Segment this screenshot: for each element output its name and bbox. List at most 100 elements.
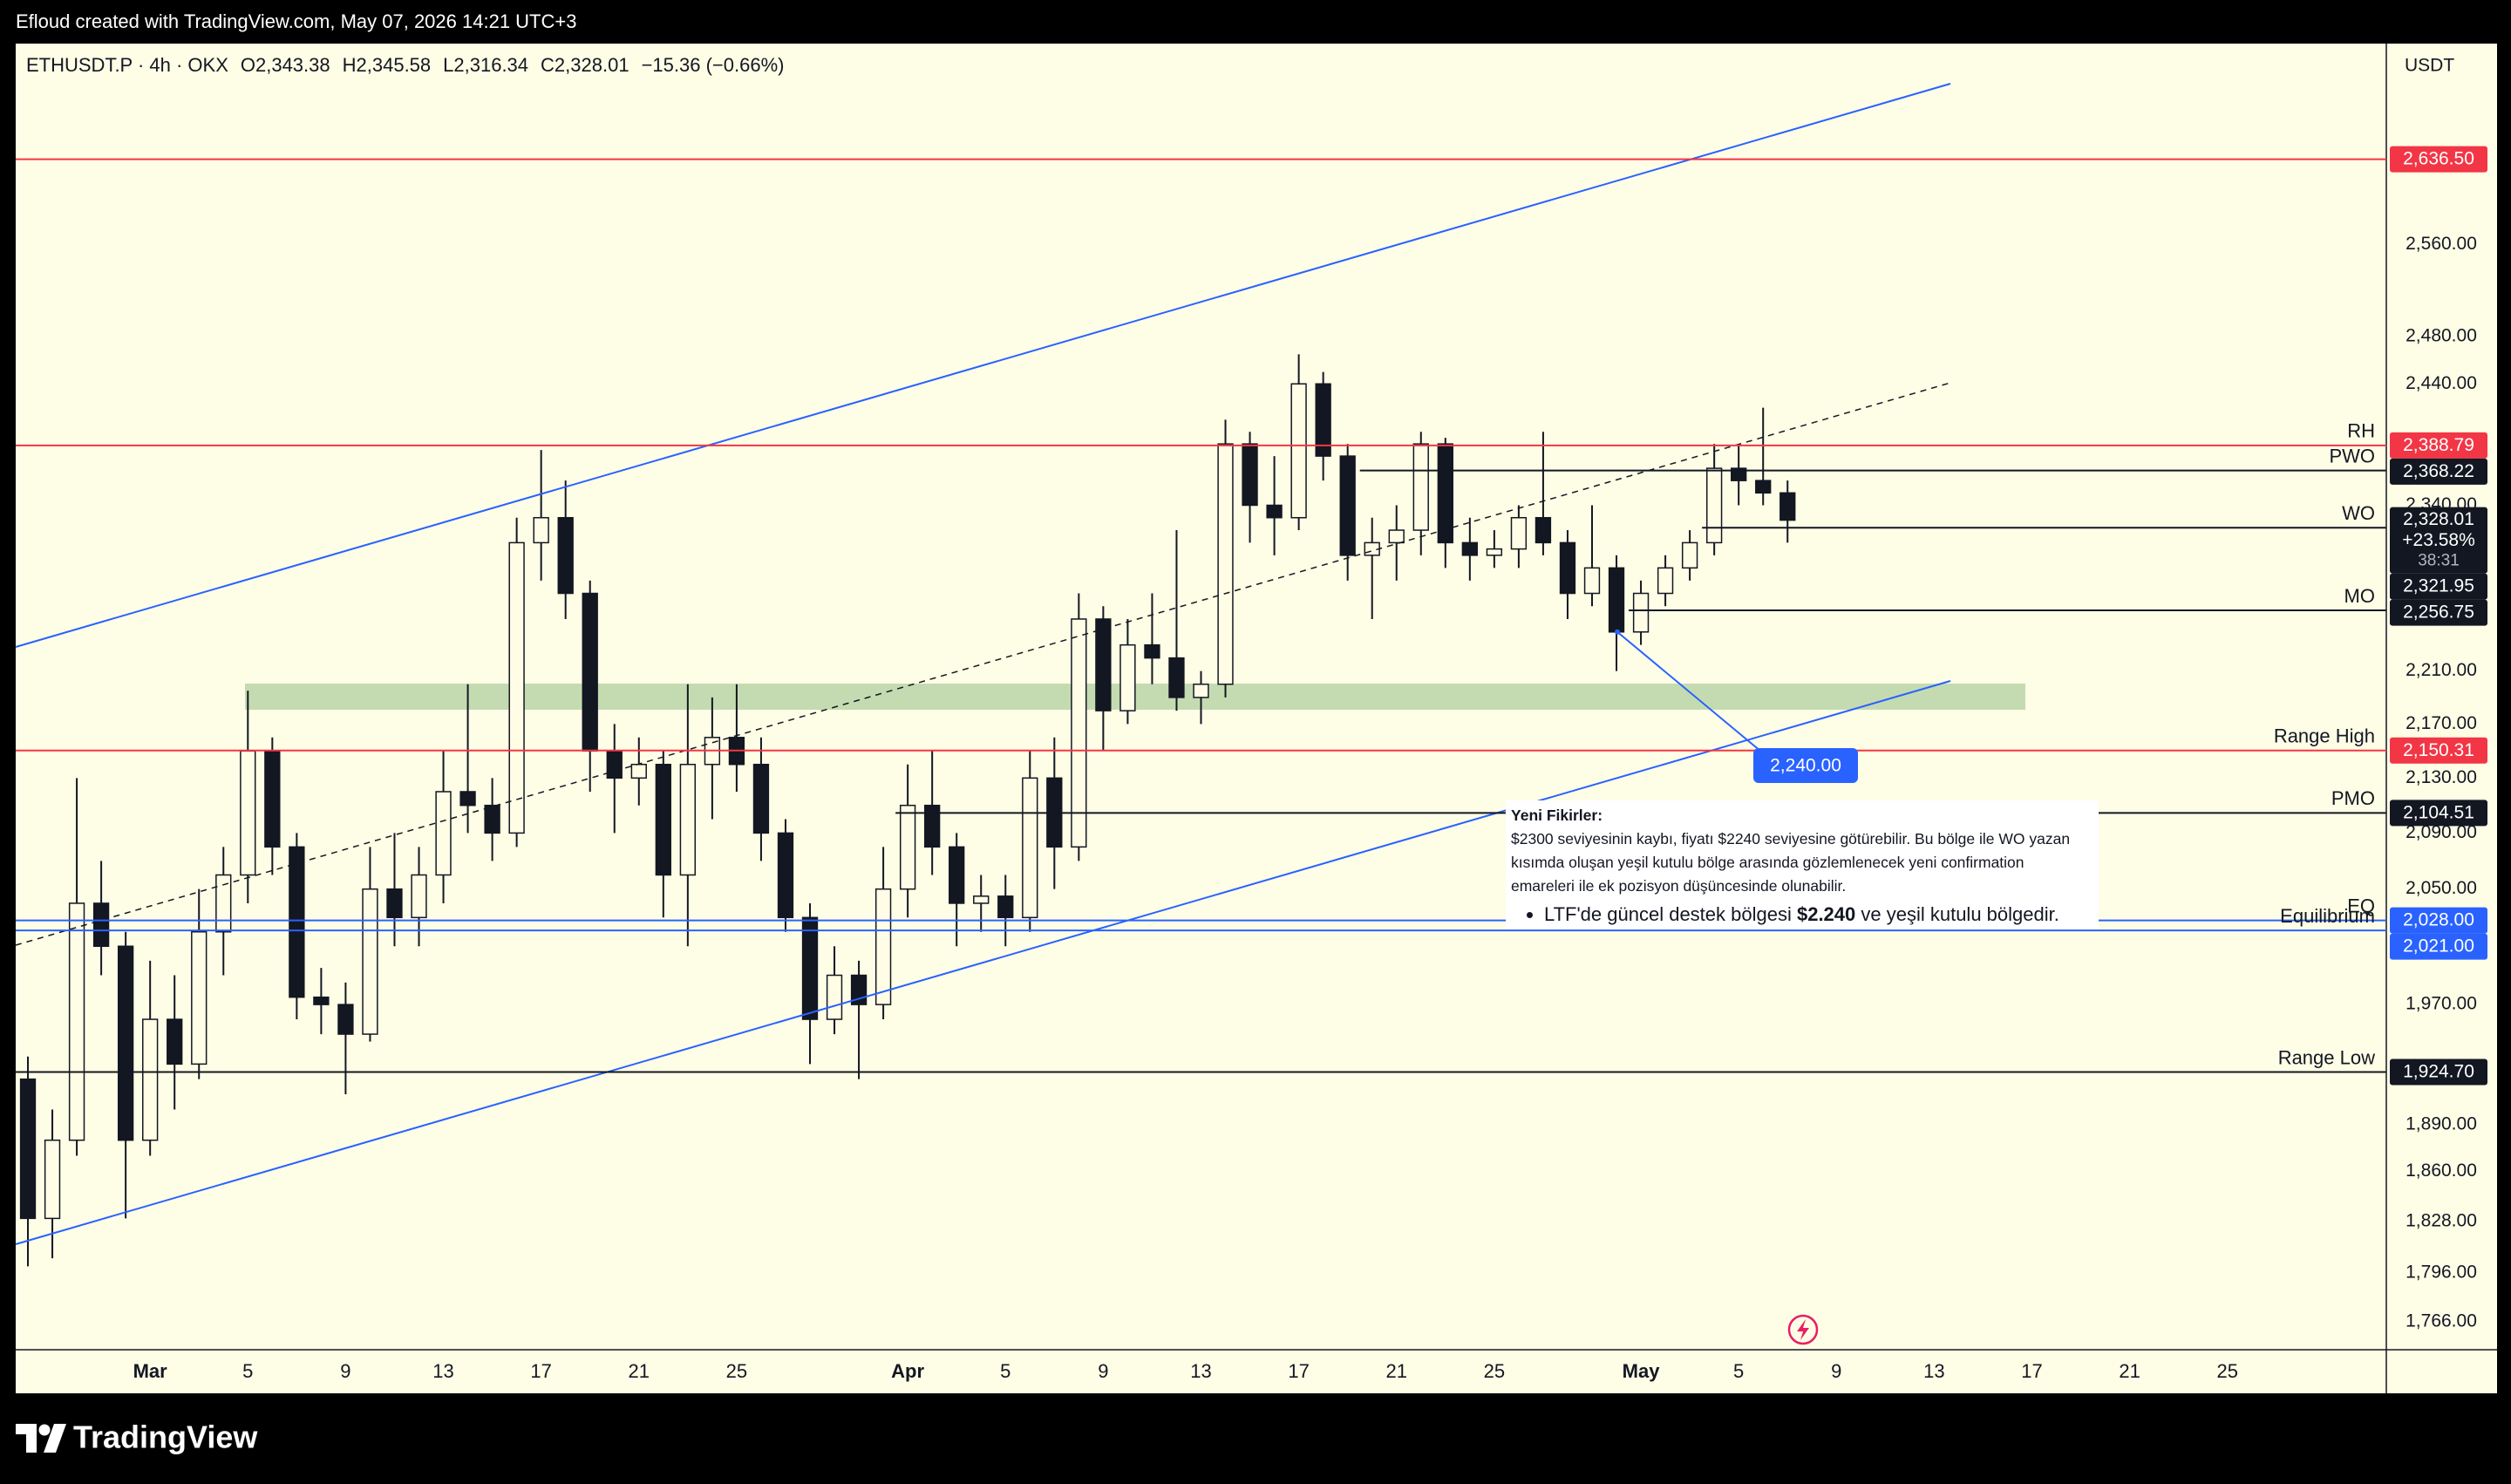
price-tag — [2390, 907, 2487, 934]
level-name: WO — [2342, 502, 2375, 524]
candle-body — [313, 996, 330, 1005]
last-price-tag — [2390, 507, 2487, 574]
y-tick-label: 2,480.00 — [2406, 326, 2477, 346]
price-tag — [2390, 458, 2487, 485]
candle-body — [1583, 567, 1601, 595]
symbol-header: ETHUSDT.P · 4h · OKX O2,343.38 H2,345.58 L2… — [26, 54, 796, 77]
candle-body — [191, 930, 208, 1065]
ohlc-open: O2,343.38 — [240, 54, 330, 76]
brand-logo — [16, 1424, 66, 1453]
level-name: Range Low — [2278, 1046, 2375, 1068]
candle-body — [435, 791, 452, 876]
price-note-label: 2,240.00 — [1770, 756, 1841, 776]
candle-body — [1071, 618, 1087, 848]
candle-body — [924, 804, 941, 848]
y-tick-label: 1,796.00 — [2406, 1262, 2477, 1282]
candle-body — [1119, 643, 1136, 711]
candle-body — [1632, 592, 1650, 633]
candle-body — [215, 874, 232, 933]
candle-body — [826, 974, 843, 1020]
currency: USDT — [2405, 56, 2454, 76]
candle-body — [899, 804, 916, 890]
price-tag — [2390, 737, 2487, 764]
brand: TradingView — [73, 1419, 258, 1455]
candle-body — [973, 895, 990, 904]
channel-middle — [15, 382, 1951, 946]
channel-upper — [15, 83, 1951, 648]
candle-body — [1388, 529, 1405, 544]
candle-body — [1339, 455, 1356, 556]
candle-body — [1779, 492, 1796, 521]
x-tick-label: 17 — [530, 1360, 551, 1382]
x-tick-label: 5 — [242, 1360, 253, 1382]
candle-body — [801, 916, 819, 1020]
level-name: Equilibrium — [2280, 905, 2375, 927]
price-tag-label: 2,368.22 — [2403, 461, 2474, 481]
candle-body — [679, 763, 697, 876]
note-text: $2300 seviyesinin kaybı, fiyatı $2240 se… — [1511, 830, 2071, 895]
candle-body — [484, 804, 500, 834]
price-tag-label: 2,021.00 — [2403, 936, 2474, 956]
candle-body — [1266, 504, 1283, 519]
x-tick-label: 9 — [1831, 1360, 1841, 1382]
note-bullet: LTF'de güncel destek bölgesi $2.240 ve y… — [1544, 902, 2092, 928]
candle-body — [117, 945, 134, 1141]
y-tick-label: 1,766.00 — [2406, 1310, 2477, 1331]
x-tick-label: 21 — [1386, 1360, 1407, 1382]
note: Yeni Fikirler: $2300 seviyesinin kaybı, … — [1506, 800, 2099, 929]
level-name: Range High — [2274, 725, 2375, 747]
y-tick-label: 2,050.00 — [2406, 878, 2477, 898]
candle-body — [606, 750, 623, 779]
x-tick-label: 13 — [432, 1360, 453, 1382]
x-tick-label: 21 — [2119, 1360, 2140, 1382]
candle-body — [533, 516, 549, 544]
ohlc-change: −15.36 (−0.66%) — [641, 54, 785, 76]
countdown-label: 38:31 — [2418, 552, 2460, 570]
price-tag-label: 2,321.95 — [2403, 576, 2474, 596]
price-axis: 2,560.002,480.002,440.002,340.002,210.00… — [2390, 146, 2487, 1331]
y-tick-label: 1,970.00 — [2406, 994, 2477, 1014]
candle-body — [386, 888, 403, 919]
price-note: 2,240.00 — [1615, 629, 1858, 783]
x-tick-label: 13 — [1923, 1360, 1944, 1382]
price-note-anchor — [1615, 629, 1620, 635]
price-tag — [2390, 933, 2487, 960]
candle-body — [1510, 516, 1528, 550]
candle-body — [557, 516, 574, 595]
note-title: Yeni Fikirler: — [1511, 807, 1603, 824]
price-tag-label: 2,636.50 — [2403, 149, 2474, 169]
candle-body — [1486, 548, 1503, 556]
candle-body — [655, 763, 671, 876]
price-tag-label: 2,150.31 — [2403, 740, 2474, 760]
candle-body — [362, 888, 378, 1035]
level-name: MO — [2344, 585, 2375, 607]
candle-body — [1608, 567, 1625, 633]
candle-body — [1412, 443, 1429, 531]
x-tick-label: 25 — [1484, 1360, 1505, 1382]
x-tick-label: 21 — [629, 1360, 650, 1382]
candle-body — [44, 1139, 61, 1220]
y-tick-label: 1,890.00 — [2406, 1114, 2477, 1134]
candle-body — [1705, 467, 1723, 544]
price-tag — [2390, 1059, 2487, 1086]
y-tick-label: 2,560.00 — [2406, 234, 2477, 254]
top-bar: Efloud created with TradingView.com, May… — [16, 10, 577, 32]
price-tag — [2390, 573, 2487, 600]
note-bullet-bold: $2.240 — [1796, 903, 1856, 925]
y-tick-label: 2,440.00 — [2406, 373, 2477, 393]
candle-body — [1731, 467, 1747, 481]
price-note-line — [1616, 631, 1762, 752]
candle-body — [1657, 567, 1674, 595]
ohlc-close: C2,328.01 — [541, 54, 629, 76]
price-tag — [2390, 800, 2487, 827]
note-list: LTF'de güncel destek bölgesi $2.240 ve y… — [1511, 902, 2092, 928]
candle-body — [240, 750, 256, 876]
price-note-box — [1753, 748, 1858, 783]
candle-body — [142, 1018, 159, 1141]
price-tag — [2390, 599, 2487, 626]
candle-body — [1022, 777, 1038, 919]
y-tick-label: 1,860.00 — [2406, 1161, 2477, 1181]
note-bullet-text: ve yeşil kutulu bölgedir. — [1855, 903, 2059, 925]
candle-body — [1095, 618, 1112, 711]
